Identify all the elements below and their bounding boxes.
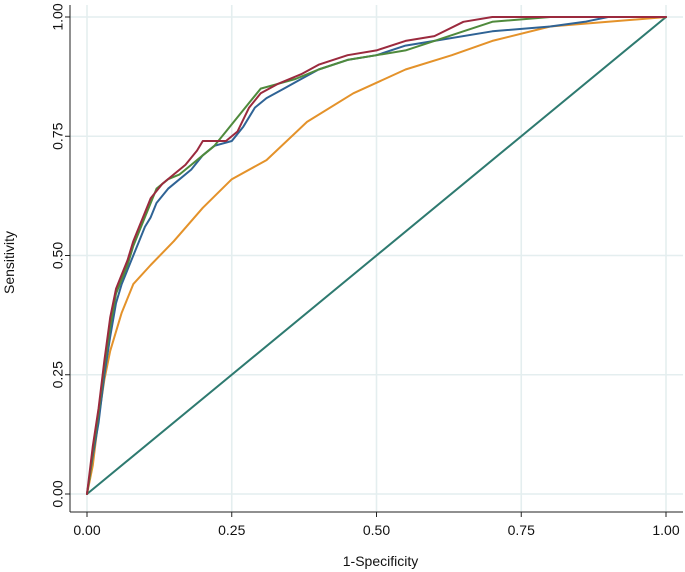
series-line-5 [86,16,667,495]
y-axis-title: Sensitivity [1,231,17,294]
series-group [86,16,667,495]
x-tick-label-0: 0.00 [73,522,100,538]
y-tick-label-2: 0.50 [50,242,66,269]
y-tick-label-3: 0.75 [50,122,66,149]
ticks: 0.00 0.25 0.50 0.75 1.00 0.00 0.25 0.50 0.75 1.00 [50,3,680,538]
series-line-2 [86,16,667,495]
x-tick-label-1: 0.25 [218,522,245,538]
x-axis-title: 1-Specificity [343,553,418,569]
x-tick-label-4: 1.00 [652,522,679,538]
series-line-3 [86,16,667,495]
y-tick-label-0: 0.00 [50,480,66,507]
x-tick-label-3: 0.75 [508,522,535,538]
y-tick-label-4: 1.00 [50,3,66,30]
x-tick-label-2: 0.50 [363,522,390,538]
y-tick-label-1: 0.25 [50,361,66,388]
